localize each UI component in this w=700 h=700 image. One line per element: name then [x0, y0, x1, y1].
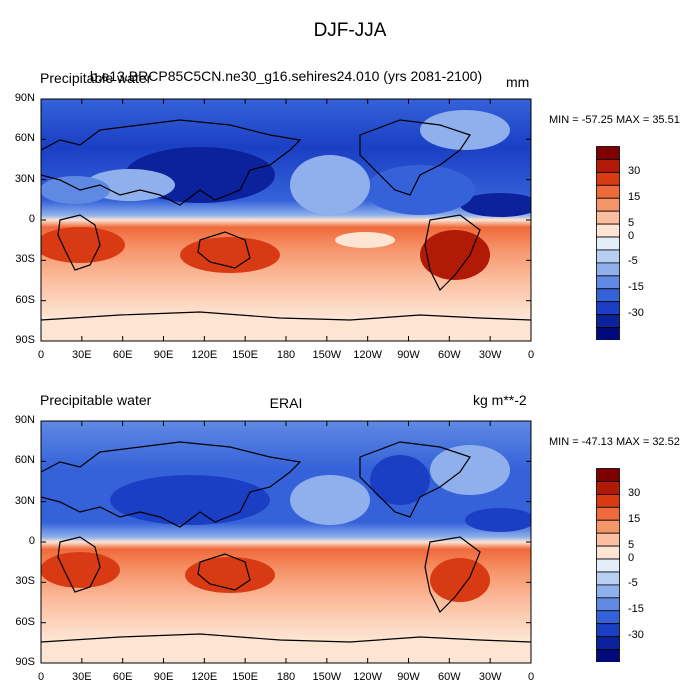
panel1-field	[41, 99, 531, 341]
y-tick-label: 90S	[15, 334, 35, 346]
panel2-left-label: Precipitable water	[40, 392, 152, 408]
y-tick-label: 90N	[14, 92, 35, 104]
x-tick-label: 30E	[72, 671, 92, 683]
y-tick-label: 60S	[15, 293, 35, 306]
x-tick-label: 30E	[72, 349, 92, 361]
colorbar-tick-label: 30	[628, 486, 641, 499]
panel1-coastlines	[41, 119, 531, 321]
colorbar-tick-label: 0	[628, 551, 635, 564]
y-tick-label: 0	[28, 535, 35, 547]
colorbar-box	[596, 493, 620, 508]
colorbar-box	[596, 327, 620, 340]
x-tick-label: 150E	[232, 671, 259, 683]
y-tick-label: 0	[28, 213, 35, 225]
colorbar-tick-label: -30	[628, 629, 644, 642]
panel2-units: kg m**-2	[473, 392, 527, 408]
panel2-tick-marks	[40, 420, 532, 664]
colorbar-box	[596, 584, 620, 599]
colorbar-box	[596, 481, 620, 495]
x-tick-label: 90W	[397, 671, 420, 683]
colorbar-box	[596, 558, 620, 573]
x-tick-label: 0	[37, 671, 45, 683]
y-tick-label: 60N	[14, 454, 35, 467]
colorbar-box	[596, 519, 620, 534]
panel1-left-label: Precipitable water	[40, 70, 152, 86]
figure-title: DJF-JJA	[313, 20, 387, 41]
x-tick-label: 90W	[397, 349, 420, 361]
panel2-coastlines	[41, 441, 531, 643]
colorbar-tick-label: 15	[628, 190, 641, 203]
y-tick-label: 30S	[15, 253, 35, 266]
x-tick-label: 60W	[438, 671, 461, 683]
colorbar-box	[596, 545, 620, 560]
x-tick-label: 90E	[153, 671, 174, 683]
panel1-center-label: b.e13.BRCP85C5CN.ne30_g16.sehires24.010 …	[89, 68, 483, 84]
x-tick-label: 150W	[312, 349, 342, 361]
panel2-center-label: ERAI	[269, 395, 303, 411]
x-tick-label: 150W	[312, 671, 342, 683]
colorbar-tick-label: -15	[628, 603, 644, 616]
colorbar-box	[596, 506, 620, 521]
y-tick-label: 90N	[14, 414, 35, 426]
colorbar-box	[596, 468, 620, 482]
y-tick-label: 60S	[15, 615, 35, 628]
colorbar-tick-label: -15	[628, 281, 644, 294]
colorbar-box	[596, 571, 620, 586]
panel2-colorbar	[596, 468, 620, 662]
panel2-stats: MIN = -47.13 MAX = 32.52	[549, 436, 680, 448]
panel2-field	[41, 421, 531, 663]
x-tick-label: 60E	[112, 349, 133, 361]
colorbar-tick-label: 30	[628, 164, 641, 177]
x-tick-label: 30W	[478, 349, 502, 361]
x-tick-label: 60E	[112, 671, 133, 683]
colorbar-tick-label: -5	[628, 577, 638, 590]
x-tick-label: 90E	[153, 349, 174, 361]
panel1-stats: MIN = -57.25 MAX = 35.51	[549, 114, 680, 126]
colorbar-box	[596, 597, 620, 612]
x-tick-label: 0	[527, 349, 535, 361]
x-tick-label: 60W	[438, 349, 461, 361]
x-tick-label: 120E	[191, 671, 218, 683]
y-tick-label: 90S	[15, 656, 35, 668]
colorbar-tick-label: 5	[628, 538, 635, 551]
x-tick-label: 120W	[353, 671, 383, 683]
panel1-tick-marks	[40, 98, 532, 342]
x-tick-label: 30W	[478, 671, 502, 683]
x-tick-label: 0	[37, 349, 45, 361]
x-tick-label: 0	[527, 671, 535, 683]
colorbar-tick-label: 5	[628, 216, 635, 229]
x-tick-label: 120W	[353, 349, 383, 361]
x-tick-label: 180	[276, 349, 296, 361]
y-tick-label: 30N	[14, 494, 35, 507]
colorbar-box	[596, 636, 620, 650]
colorbar-tick-label: -5	[628, 255, 638, 268]
y-tick-label: 30S	[15, 575, 35, 588]
y-tick-label: 30N	[14, 172, 35, 185]
colorbar-tick-label: 0	[628, 229, 635, 242]
colorbar-box	[596, 623, 620, 638]
colorbar-tick-label: 15	[628, 512, 641, 525]
panel1-colorbar	[596, 146, 620, 340]
colorbar-tick-label: -30	[628, 307, 644, 320]
x-tick-label: 180	[276, 671, 296, 683]
x-tick-label: 120E	[191, 349, 218, 361]
y-tick-label: 60N	[14, 132, 35, 145]
colorbar-box	[596, 610, 620, 625]
x-tick-label: 150E	[232, 349, 259, 361]
colorbar-box	[596, 649, 620, 662]
panel1-units: mm	[506, 74, 530, 90]
colorbar-box	[596, 532, 620, 547]
